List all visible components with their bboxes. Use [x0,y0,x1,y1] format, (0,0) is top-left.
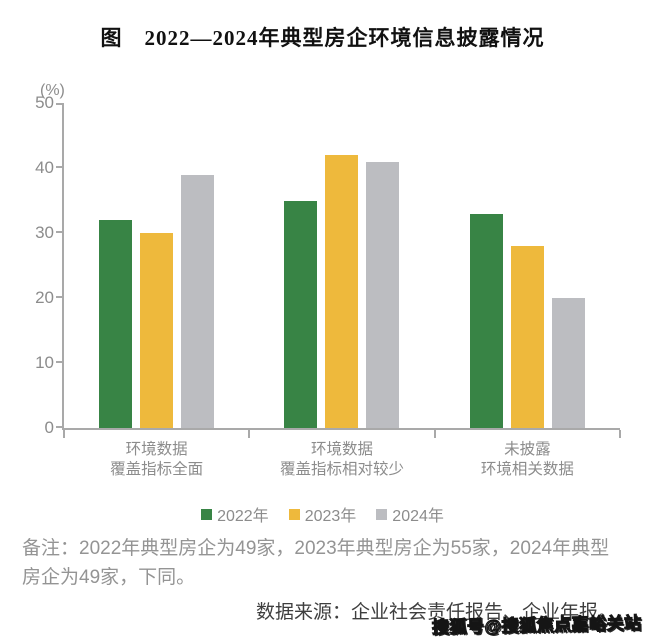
chart-title: 图 2022—2024年典型房企环境信息披露情况 [100,26,545,50]
x-tick-mark-0 [63,430,65,438]
bar-group-2 [249,155,434,428]
sohu-watermark: 搜狐号@搜狐焦点嘉峪关站 [432,613,643,638]
bar-2024年-group1 [181,174,215,428]
y-tick-label-10: 10 [35,353,54,372]
y-tick-mark-10 [56,361,64,363]
legend-label: 2022年 [217,508,269,525]
y-axis-unit-label: (%) [40,82,65,99]
x-tick-mark-3 [619,430,621,438]
legend-swatch-icon [201,508,213,520]
y-tick-label-50: 50 [35,93,54,112]
x-axis-label-1: 环境数据 覆盖指标全面 [110,441,204,478]
bar-group-3 [435,213,620,428]
legend-label: 2023年 [304,508,357,525]
bar-groups [64,103,620,428]
legend-item-2024年: 2024年 [376,502,444,526]
bar-group-1 [64,174,249,428]
y-tick-mark-0 [56,426,64,428]
y-tick-mark-30 [56,231,64,233]
x-axis-label-2: 环境数据 覆盖指标相对较少 [279,441,404,478]
legend-swatch-icon [376,508,388,520]
y-tick-mark-40 [56,166,64,168]
bar-2023年-group2 [325,155,359,428]
y-tick-label-40: 40 [35,158,54,177]
legend: 2022年 2023年 2024年 [0,502,645,526]
plot-area: 0 10 20 30 40 50 环境数据 覆盖指标全面 环境数据 覆盖指标相对较少 未披露 环… [35,94,621,478]
bar-2022年-group2 [284,200,318,428]
bar-2022年-group3 [469,213,503,428]
legend-item-2023年: 2023年 [288,502,357,526]
bar-2022年-group1 [99,220,133,428]
bar-2023年-group1 [140,233,174,428]
y-tick-label-20: 20 [35,288,54,307]
bar-2024年-group3 [551,298,585,428]
legend-label: 2024年 [392,508,444,525]
x-axis-labels: 环境数据 覆盖指标全面 环境数据 覆盖指标相对较少 未披露 环境相关数据 [64,440,620,480]
x-tick-mark-1 [248,430,251,438]
bar-2024年-group2 [366,161,400,428]
legend-item-2022年: 2022年 [201,502,269,526]
footnote-remark: 备注：2022年典型房企为49家，2023年典型房企为55家，2024年典型房企… [22,538,610,589]
x-tick-mark-2 [433,430,436,438]
y-tick-mark-50 [56,103,64,105]
legend-swatch-icon [288,508,300,520]
bar-2023年-group3 [510,246,544,428]
x-axis-label-3: 未披露 环境相关数据 [480,441,574,478]
data-source-line: 数据来源：企业社会责任报告、企业年报。 [255,602,617,623]
y-tick-label-30: 30 [35,223,54,242]
y-tick-label-0: 0 [44,418,54,437]
y-tick-mark-20 [56,296,64,298]
